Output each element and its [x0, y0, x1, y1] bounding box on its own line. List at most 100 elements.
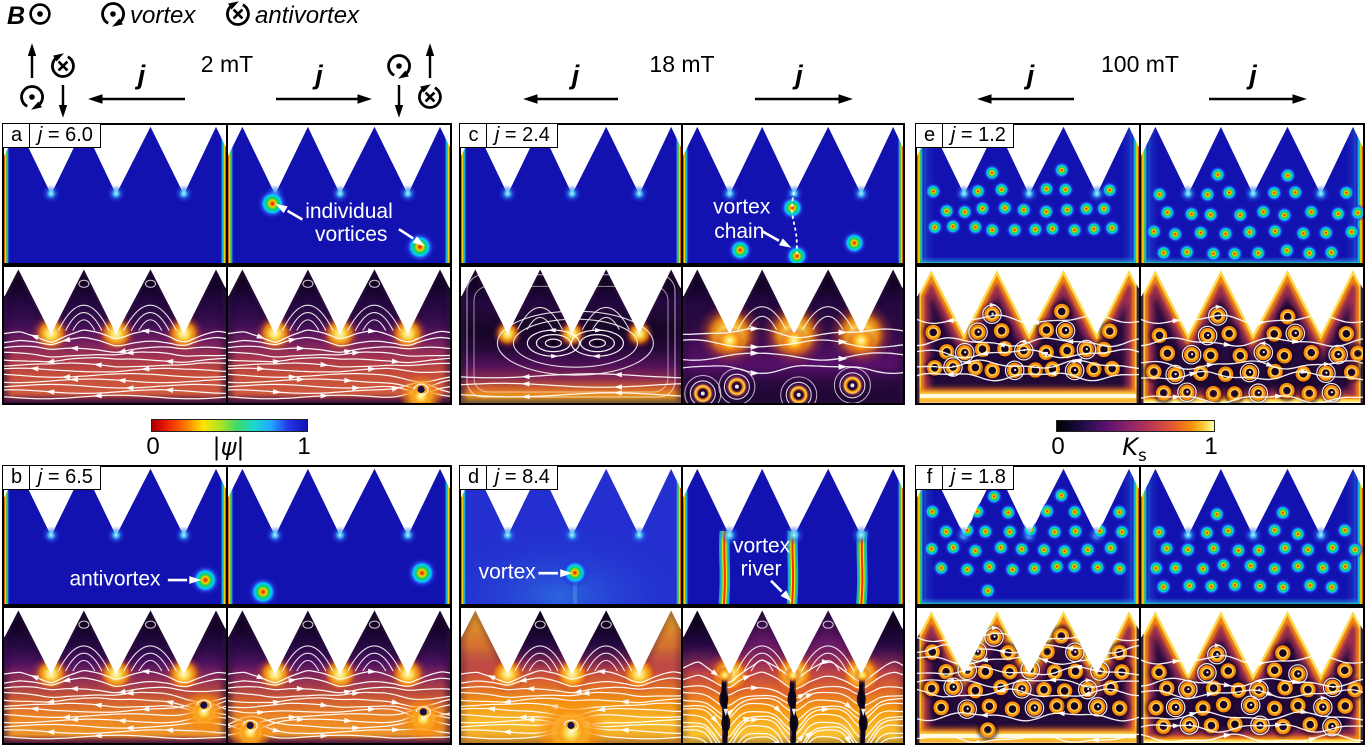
- psi-map-b-right: [228, 467, 450, 604]
- panel-letter: e: [915, 123, 944, 148]
- panel-annotation: individual: [305, 200, 393, 223]
- panel-a-left-sub: [4, 125, 226, 403]
- motion-indicator-vortex: [20, 85, 44, 110]
- motion-indicator-arrow-down: [58, 85, 68, 118]
- colorbar-psi: [151, 419, 308, 432]
- ks-map-f-left: [917, 608, 1139, 743]
- field-strength-label: 18 mT: [649, 51, 715, 77]
- colorbar-title: |ψ|: [212, 433, 245, 461]
- panel-letter: b: [2, 465, 31, 490]
- b-direction-icon: [29, 3, 51, 25]
- panel-annotation: vortex: [713, 195, 771, 218]
- panel-e-left-sub: [917, 125, 1139, 403]
- panel-annotation: chain: [714, 220, 764, 243]
- ks-map-c-left: [461, 267, 681, 403]
- ks-map-a-left: [4, 267, 226, 403]
- panel-current-value: j = 1.2: [942, 123, 1015, 148]
- panel-current-value: j = 1.8: [942, 465, 1015, 490]
- panel-c-right-sub: vortex chain: [683, 125, 903, 403]
- header-arrows-layer: [20, 43, 1307, 118]
- motion-indicator-arrow-up: [27, 43, 37, 78]
- current-direction-label: j: [1249, 60, 1257, 90]
- panel-c: vortex chain c j = 2.4: [459, 123, 905, 405]
- current-arrow-left: [88, 94, 185, 104]
- field-strength-label: 2 mT: [200, 51, 254, 77]
- panel-current-value: j = 8.4: [486, 465, 559, 490]
- current-arrow-right: [755, 94, 853, 104]
- current-direction-label: j: [571, 60, 580, 90]
- ks-map-c-right: [683, 267, 903, 403]
- psi-map-e-left: [917, 125, 1139, 263]
- panel-annotation: antivortex: [69, 568, 161, 591]
- panel-current-value: j = 2.4: [486, 123, 559, 148]
- colorbar-max-label: 1: [1204, 433, 1218, 460]
- panel-f-left-sub: [917, 467, 1139, 743]
- colorbar-ks: [1056, 420, 1215, 432]
- motion-indicator-arrow-up: [425, 43, 435, 78]
- vortex-icon: [101, 2, 125, 27]
- panel-annotation: vortex: [733, 535, 791, 558]
- panel-b-right-sub: [228, 467, 450, 743]
- panel-annotation: vortex: [479, 561, 537, 584]
- colorbar-min-label: 0: [1051, 433, 1065, 460]
- vortex-label: vortex: [130, 2, 196, 29]
- panel-letter: f: [915, 465, 944, 490]
- panel-annotation: vortices: [315, 223, 387, 246]
- antivortex-label: antivortex: [255, 2, 360, 29]
- psi-map-e-right: [1141, 125, 1363, 263]
- ks-map-e-right: [1141, 267, 1363, 403]
- colorbar-title: Ks: [1122, 433, 1147, 465]
- current-direction-label: j: [137, 60, 146, 90]
- psi-map-f-right: [1141, 467, 1363, 604]
- b-field-label: B: [7, 2, 26, 30]
- antivortex-icon: [226, 1, 250, 26]
- psi-map-c-left: [461, 125, 681, 263]
- ks-map-e-left: [917, 267, 1139, 403]
- ks-map-d-left: [461, 608, 681, 743]
- colorbar-min-label: 0: [146, 433, 160, 460]
- panel-letter: d: [459, 465, 488, 490]
- motion-indicator-arrow-down: [394, 85, 404, 118]
- panel-current-value: j = 6.5: [29, 465, 102, 490]
- current-arrow-right: [276, 94, 372, 104]
- motion-indicator-antivortex: [51, 53, 75, 78]
- panel-letter: a: [2, 123, 31, 148]
- panel-d: vortex vortex river d j = 8.4: [459, 465, 905, 745]
- current-arrow-right: [1209, 94, 1307, 104]
- panel-f-right-sub: [1141, 467, 1363, 743]
- panel-letter: c: [459, 123, 488, 148]
- panel-current-value: j = 6.0: [29, 123, 102, 148]
- panel-c-left-sub: [461, 125, 681, 403]
- panel-a: individual vortices a j = 6.0: [2, 123, 452, 405]
- ks-map-a-right: [228, 267, 450, 403]
- panel-b-left-sub: antivortex: [4, 467, 226, 743]
- ks-map-b-right: [228, 608, 450, 743]
- panel-d-right-sub: vortex river: [683, 467, 903, 743]
- panel-d-left-sub: vortex: [461, 467, 681, 743]
- panel-e-right-sub: [1141, 125, 1363, 403]
- current-arrow-left: [523, 94, 618, 104]
- motion-indicator-vortex: [387, 54, 411, 79]
- colorbar-max-label: 1: [297, 433, 311, 460]
- ks-map-f-right: [1141, 608, 1363, 743]
- field-strength-label: 100 mT: [1101, 51, 1179, 77]
- current-direction-label: j: [1026, 60, 1035, 90]
- psi-map-f-left: [917, 467, 1139, 604]
- panel-b: antivortex b j = 6.5: [2, 465, 452, 745]
- current-direction-label: j: [315, 60, 323, 90]
- ks-map-d-right: [683, 608, 903, 743]
- current-direction-label: j: [795, 60, 803, 90]
- panel-annotation: river: [741, 557, 782, 580]
- motion-indicator-antivortex: [418, 84, 442, 109]
- current-arrow-left: [977, 94, 1074, 104]
